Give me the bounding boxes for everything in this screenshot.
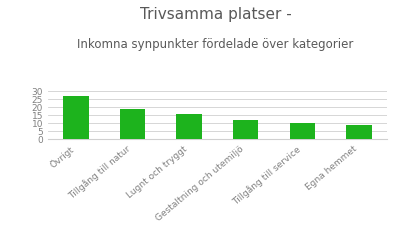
Bar [290, 123, 315, 139]
Bar [176, 114, 202, 139]
Text: Inkomna synpunkter fördelade över kategorier: Inkomna synpunkter fördelade över katego… [77, 38, 354, 51]
Bar [63, 96, 89, 139]
Bar [233, 120, 259, 139]
Bar [346, 125, 371, 139]
Bar [120, 109, 145, 139]
Text: Trivsamma platser -: Trivsamma platser - [140, 7, 291, 22]
